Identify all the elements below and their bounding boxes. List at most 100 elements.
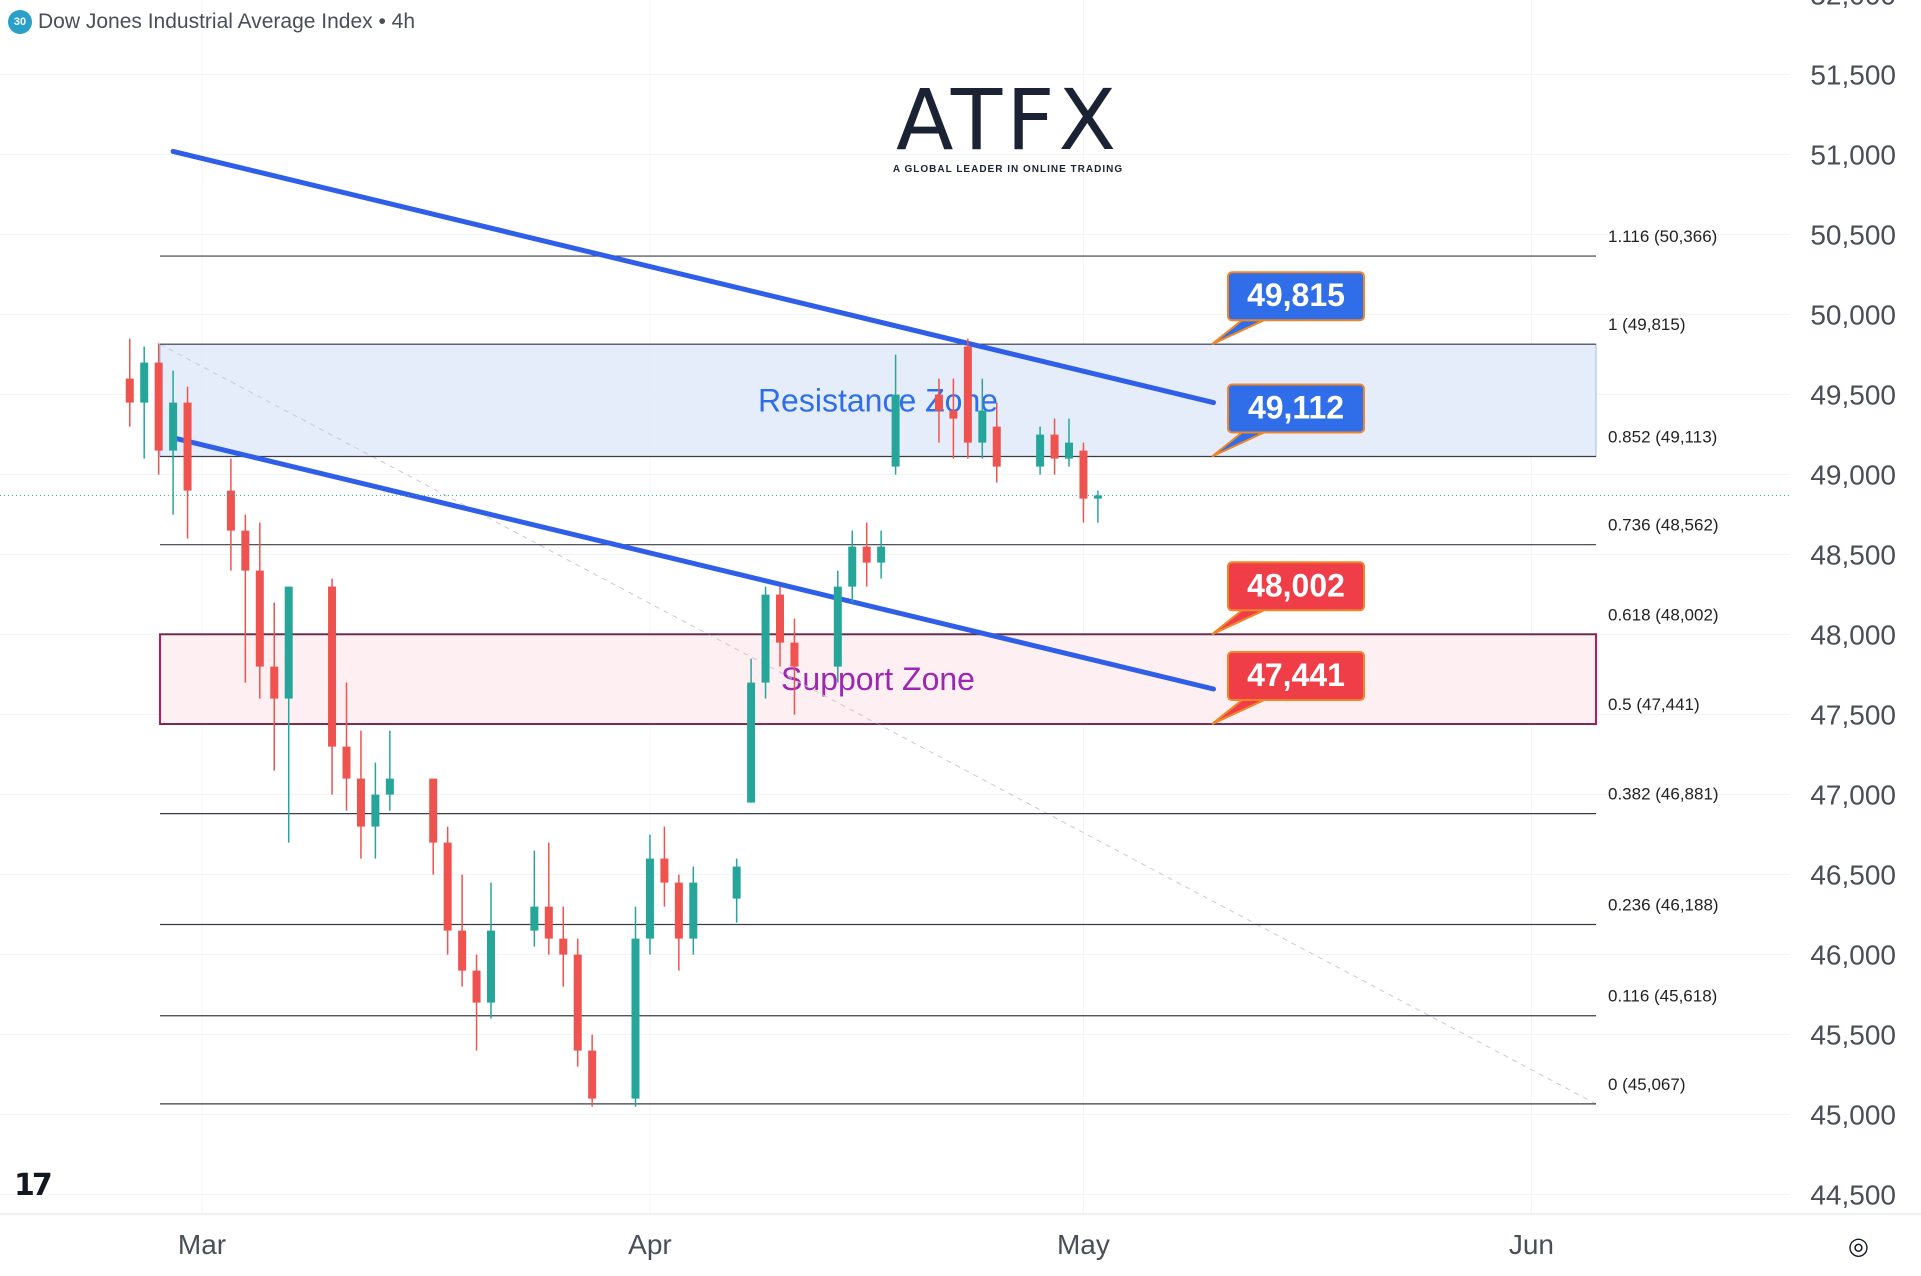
- x-tick-label: Mar: [178, 1229, 226, 1260]
- candle-body: [487, 930, 495, 1003]
- candle-body: [978, 410, 987, 443]
- symbol-badge[interactable]: 30: [8, 10, 32, 34]
- candle-body: [429, 778, 438, 843]
- candle-body: [544, 906, 553, 939]
- candle-body: [934, 394, 943, 411]
- atfx-logo: ATFX A GLOBAL LEADER IN ONLINE TRADING: [888, 78, 1128, 175]
- tradingview-logo[interactable]: 17: [14, 1168, 53, 1203]
- candle-body: [949, 410, 958, 419]
- y-tick-label: 47,500: [1810, 700, 1896, 731]
- callout-box: [1227, 383, 1365, 434]
- callout-label: 47,441: [1247, 657, 1345, 693]
- fib-label: 0.852 (49,113): [1608, 428, 1717, 447]
- candle-body: [371, 794, 380, 827]
- callout-label: 49,112: [1248, 390, 1344, 426]
- callout-pointer: [1211, 609, 1265, 636]
- callout-box: [1227, 271, 1365, 322]
- candle-body: [356, 778, 365, 827]
- fib-label: 0.382 (46,881): [1608, 785, 1719, 804]
- zones: Resistance Zone Support Zone: [159, 343, 1597, 726]
- candle-body: [1093, 495, 1102, 499]
- candle-body: [241, 530, 250, 571]
- candle-body: [645, 858, 654, 939]
- y-tick-label: 49,500: [1810, 380, 1896, 411]
- y-tick-label: 50,500: [1810, 220, 1896, 251]
- y-tick-label: 52,000: [1810, 0, 1896, 11]
- fib-label: 0.116 (45,618): [1608, 987, 1717, 1006]
- y-tick-label: 47,000: [1810, 780, 1896, 811]
- candle-body: [848, 546, 857, 587]
- candle-body: [689, 882, 698, 939]
- fib-label: 0.5 (47,441): [1608, 695, 1700, 714]
- settings-icon[interactable]: ◎: [1848, 1233, 1869, 1260]
- candle-body: [530, 906, 539, 931]
- candles: [0, 338, 1790, 1107]
- candle-body: [342, 746, 351, 779]
- y-tick-label: 45,000: [1810, 1100, 1896, 1131]
- y-tick-label: 48,000: [1810, 620, 1896, 651]
- candle-body: [877, 546, 886, 563]
- fib-label: 0.736 (48,562): [1608, 516, 1719, 535]
- callout-box: [1227, 651, 1365, 702]
- candle-body: [776, 594, 784, 643]
- candle-body: [284, 586, 293, 699]
- chart-title[interactable]: Dow Jones Industrial Average Index • 4h: [38, 10, 416, 33]
- chart-header: 30 Dow Jones Industrial Average Index • …: [8, 10, 415, 34]
- fib-label: 1.116 (50,366): [1608, 227, 1717, 246]
- candle-body: [761, 594, 770, 683]
- resistance-zone-label: Resistance Zone: [758, 382, 998, 418]
- fib-label: 0 (45,067): [1608, 1075, 1686, 1094]
- candle-body: [270, 666, 279, 699]
- candle-body: [472, 970, 481, 1003]
- candle-body: [125, 378, 134, 403]
- callout-label: 49,815: [1247, 277, 1345, 313]
- candle-body: [154, 362, 163, 451]
- y-tick-label: 51,000: [1810, 140, 1896, 171]
- candle-body: [1079, 450, 1088, 499]
- x-tick-label: Jun: [1509, 1229, 1554, 1260]
- candle-body: [559, 938, 568, 955]
- y-tick-label: 45,500: [1810, 1020, 1896, 1051]
- candle-body: [169, 402, 178, 451]
- candle-body: [1065, 442, 1073, 459]
- fib-label: 1 (49,815): [1608, 315, 1686, 334]
- y-tick-label: 46,000: [1810, 940, 1896, 971]
- gridlines: [0, 0, 1790, 1214]
- fib-label: 0.236 (46,188): [1608, 896, 1719, 915]
- trendline: [170, 435, 1216, 692]
- candle-body: [140, 362, 149, 403]
- y-tick-label: 44,500: [1810, 1180, 1896, 1211]
- candle-body: [1036, 434, 1045, 467]
- candle-body: [963, 346, 972, 443]
- candle-body: [891, 394, 900, 467]
- callout-pointer: [1211, 319, 1265, 346]
- candle-body: [631, 938, 640, 1099]
- candle-body: [226, 490, 235, 531]
- candle-body: [790, 642, 799, 667]
- x-tick-label: May: [1057, 1229, 1110, 1260]
- y-tick-label: 51,500: [1810, 60, 1896, 91]
- candle-body: [660, 858, 669, 883]
- price-labels: 49,815 49,112 48,002 47,441: [1211, 271, 1365, 725]
- candle-body: [674, 882, 683, 939]
- candle-body: [385, 778, 394, 795]
- y-tick-label: 50,000: [1810, 300, 1896, 331]
- support-zone-label: Support Zone: [781, 661, 975, 697]
- candle-body: [747, 682, 756, 803]
- candle-body: [573, 954, 582, 1051]
- x-tick-label: Apr: [628, 1229, 672, 1260]
- y-tick-label: 48,500: [1810, 540, 1896, 571]
- candle-body: [732, 866, 741, 899]
- candle-body: [443, 842, 452, 931]
- candle-body: [833, 586, 842, 667]
- callout-box: [1227, 561, 1365, 612]
- candle-body: [255, 570, 264, 667]
- candle-body: [183, 402, 192, 491]
- fib-label: 0.618 (48,002): [1608, 605, 1719, 624]
- logo-name: ATFX: [895, 71, 1121, 169]
- candle-body: [458, 930, 467, 971]
- trendline: [170, 148, 1216, 406]
- fib-levels: 1.116 (50,366) 1 (49,815) 0.852 (49,113) 0.…: [159, 227, 1719, 1105]
